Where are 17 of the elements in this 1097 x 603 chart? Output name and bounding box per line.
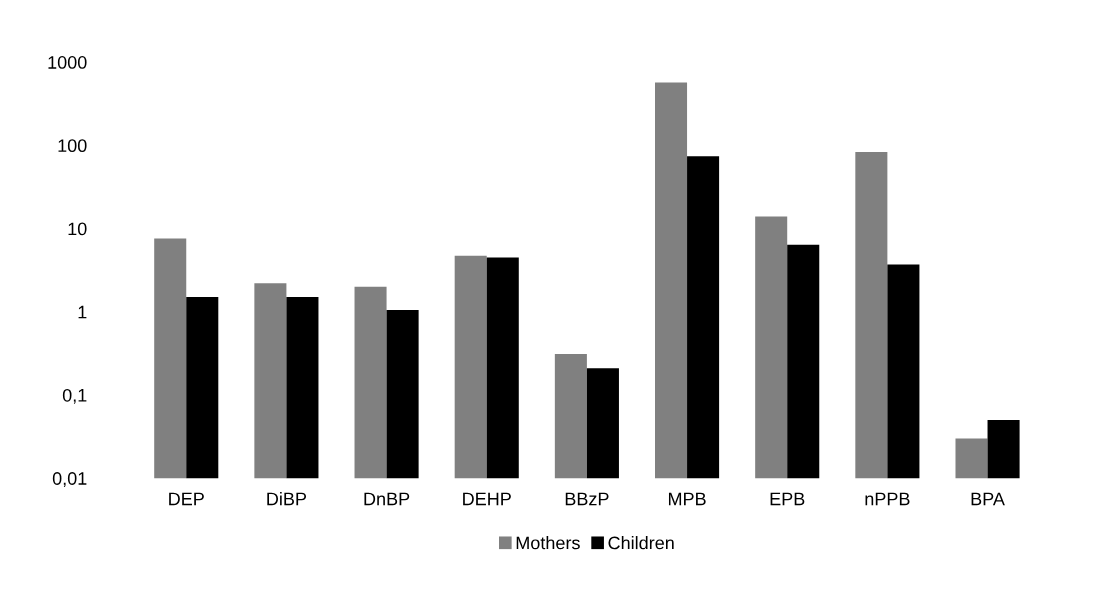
x-tick-label: EPB bbox=[770, 492, 805, 506]
x-tick-label: DEHP bbox=[463, 492, 511, 506]
y-tick-label: 1 bbox=[78, 305, 87, 319]
x-tick-label: DnBP bbox=[364, 492, 410, 506]
y-tick-label: 0,01 bbox=[52, 472, 87, 488]
y-tick-label: 1000 bbox=[48, 56, 87, 69]
legend-label: Mothers bbox=[516, 536, 580, 550]
x-tick-label: BPA bbox=[971, 492, 1005, 506]
x-tick-label: DEP bbox=[169, 492, 204, 506]
y-tick-label: 10 bbox=[68, 222, 87, 236]
x-tick-label: MPB bbox=[668, 492, 706, 506]
legend-label: Children bbox=[608, 536, 674, 550]
x-tick-label: nPPB bbox=[865, 492, 910, 506]
y-tick-label: 100 bbox=[58, 139, 87, 153]
x-tick-label: DiBP bbox=[267, 492, 307, 506]
y-tick-label: 0,1 bbox=[62, 388, 87, 404]
x-tick-label: BBzP bbox=[565, 492, 609, 506]
